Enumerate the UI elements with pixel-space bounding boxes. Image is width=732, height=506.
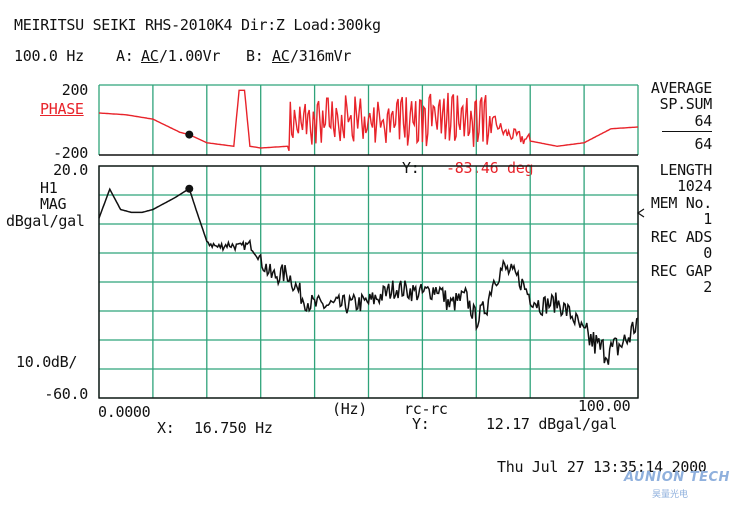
phase-cursor-y-value: -83.46: [446, 159, 499, 177]
rec-gap-label: REC GAP: [650, 262, 712, 280]
mag-func-label: H1: [40, 179, 58, 197]
rec-ads-value: 0: [703, 244, 712, 262]
cursor-x-label: X:: [157, 419, 175, 437]
cursor-x-value: 16.750 Hz: [194, 419, 273, 437]
phase-ymin-label: -200: [53, 144, 88, 162]
mag-frame: [98, 165, 639, 399]
mem-value: 1: [703, 210, 712, 228]
phase-cursor-y-label: Y:: [402, 159, 420, 177]
rec-gap-value: 2: [703, 278, 712, 296]
mag-cursor-marker: [185, 184, 194, 193]
phase-cursor-y-unit: deg: [507, 159, 534, 177]
sp-sum-label: SP.SUM: [659, 95, 713, 113]
instrument-title: MEIRITSU SEIKI RHS-2010K4 Dir:Z Load:300…: [14, 16, 381, 34]
x-end-label: 100.00: [578, 397, 631, 415]
channel-b-range: /316mVr: [290, 47, 352, 65]
length-value: 1024: [677, 177, 712, 195]
phase-cursor-marker: [185, 130, 194, 139]
grid: [98, 84, 645, 399]
channel-a-coupling: AC: [141, 47, 159, 65]
mag-ymax-label: 20.0: [53, 161, 88, 179]
x-mode-label: rc-rc: [404, 400, 448, 418]
watermark-logo: AUNION TECH: [624, 470, 730, 485]
phase-chart: [98, 89, 639, 152]
phase-ymax-label: 200: [61, 81, 89, 99]
rec-ads-label: REC ADS: [650, 228, 712, 246]
magnitude-chart: [98, 184, 639, 365]
channel-a-label: A:: [116, 47, 134, 65]
channel-b-label: B:: [246, 47, 264, 65]
x-start-label: 0.0000: [98, 403, 151, 421]
reference-arrow-icon: [636, 208, 645, 218]
frequency-range: 100.0 Hz: [14, 47, 84, 65]
mag-unit-label: dBgal/gal: [6, 212, 85, 230]
mag-type-label: MAG: [40, 195, 67, 213]
average-fraction-line: [662, 131, 712, 132]
mag-scale-label: 10.0dB/: [16, 353, 78, 371]
average-label: AVERAGE: [650, 79, 712, 97]
watermark-cn: 昊量光电: [652, 490, 689, 500]
channel-b-coupling: AC: [272, 47, 290, 65]
mem-label: MEM No.: [650, 194, 712, 212]
cursor-y-label: Y:: [412, 415, 430, 433]
timestamp: Thu Jul 27 13:35:14 2000: [497, 458, 707, 476]
average-done-value: 64: [694, 112, 713, 130]
cursor-y-value: 12.17 dBgal/gal: [486, 415, 617, 433]
x-unit-label: (Hz): [332, 400, 367, 418]
average-total-value: 64: [694, 135, 713, 153]
mag-ymin-label: -60.0: [44, 385, 88, 403]
length-label: LENGTH: [659, 161, 713, 179]
phase-title: PHASE: [40, 100, 84, 118]
channel-a-range: /1.00Vr: [159, 47, 221, 65]
